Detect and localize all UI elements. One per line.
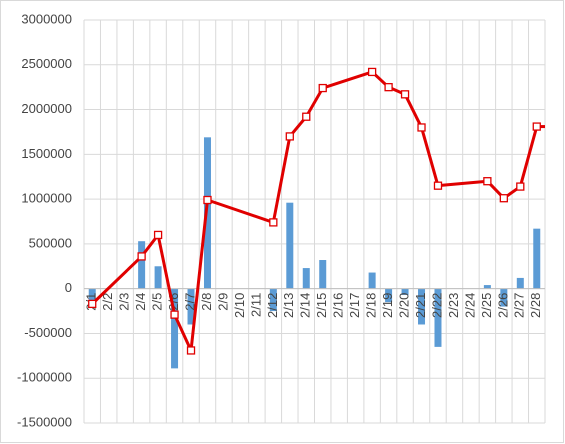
x-tick-label: 2/4 xyxy=(133,293,148,311)
bar xyxy=(483,285,491,289)
bar xyxy=(385,288,393,303)
line-segment xyxy=(322,70,373,90)
x-tick-label: 2/17 xyxy=(347,293,362,318)
x-tick-label: 2/27 xyxy=(512,293,527,318)
bar xyxy=(88,288,96,303)
x-tick-label: 2/5 xyxy=(150,293,165,311)
bar xyxy=(368,272,376,289)
bar xyxy=(516,277,524,289)
line-segment xyxy=(156,234,177,315)
line-marker xyxy=(417,123,426,132)
line-marker xyxy=(318,83,327,93)
x-tick-label: 2/22 xyxy=(429,293,444,318)
line-marker xyxy=(137,252,146,261)
line-marker xyxy=(88,299,97,309)
bar xyxy=(319,260,327,289)
line-marker xyxy=(170,310,179,319)
x-tick-label: 2/2 xyxy=(100,293,115,311)
x-tick-label: 2/26 xyxy=(495,293,510,318)
bar xyxy=(434,288,442,347)
y-tick-label: -500000 xyxy=(24,325,72,340)
line-marker xyxy=(285,132,294,141)
line-marker xyxy=(203,195,212,205)
bar xyxy=(500,288,508,307)
bar xyxy=(138,241,146,289)
y-tick-label: 500000 xyxy=(29,235,72,250)
y-tick-label: -1000000 xyxy=(17,370,72,385)
y-tick-label: 1500000 xyxy=(21,146,72,161)
x-tick-label: 2/28 xyxy=(528,293,543,318)
y-tick-label: 3000000 xyxy=(21,11,72,26)
x-tick-label: 2/13 xyxy=(281,293,296,318)
y-tick-label: 2000000 xyxy=(21,101,72,116)
x-tick-label: 2/25 xyxy=(479,293,494,318)
x-tick-label: 2/3 xyxy=(117,293,132,311)
x-tick-label: 2/11 xyxy=(248,293,263,317)
bar xyxy=(302,268,310,289)
line-marker xyxy=(499,194,508,203)
line-marker xyxy=(384,83,393,92)
line-marker xyxy=(400,90,410,99)
line-marker xyxy=(532,122,541,131)
x-tick-label: 2/15 xyxy=(314,293,329,318)
x-tick-label: 2/8 xyxy=(199,293,214,311)
y-tick-label: 2500000 xyxy=(21,56,72,71)
y-tick-label: -1500000 xyxy=(17,414,72,429)
bar xyxy=(418,288,426,325)
line-marker xyxy=(516,182,525,191)
line-segment xyxy=(420,127,440,187)
x-tick-label: 2/7 xyxy=(182,293,197,311)
x-tick-label: 2/18 xyxy=(364,293,379,318)
line-segment xyxy=(437,179,488,188)
line-segment xyxy=(304,87,325,118)
line-marker xyxy=(433,181,443,190)
line-segment xyxy=(91,255,143,305)
x-tick-label: 2/9 xyxy=(215,293,230,311)
bar xyxy=(187,288,195,325)
line-marker xyxy=(302,112,311,121)
line-marker xyxy=(186,346,196,355)
y-tick-label: 0 xyxy=(65,280,72,295)
line-segment xyxy=(403,93,423,129)
x-tick-label: 2/14 xyxy=(298,293,313,318)
x-tick-label: 2/23 xyxy=(446,293,461,318)
line-segment xyxy=(206,198,274,224)
x-tick-label: 2/10 xyxy=(232,293,247,318)
line-segment xyxy=(271,136,292,223)
bar xyxy=(533,228,541,289)
y-tick-label: 1000000 xyxy=(21,191,72,206)
line-marker xyxy=(153,230,163,240)
x-tick-label: 2/16 xyxy=(331,293,346,318)
x-tick-label: 2/24 xyxy=(462,293,477,318)
bar xyxy=(269,288,277,312)
bar xyxy=(154,266,162,289)
x-tick-label: 2/21 xyxy=(413,293,428,318)
bar xyxy=(171,288,179,369)
line-segment xyxy=(189,199,209,351)
x-tick-label: 2/12 xyxy=(265,293,280,318)
line-marker xyxy=(367,67,377,77)
x-tick-label: 2/19 xyxy=(380,293,395,318)
x-tick-label: 2/20 xyxy=(396,293,411,318)
line-marker xyxy=(269,218,278,227)
bar xyxy=(401,288,409,295)
line-marker xyxy=(483,177,492,186)
line-segment xyxy=(518,126,539,187)
bar xyxy=(286,202,294,289)
line-segment xyxy=(173,314,193,352)
